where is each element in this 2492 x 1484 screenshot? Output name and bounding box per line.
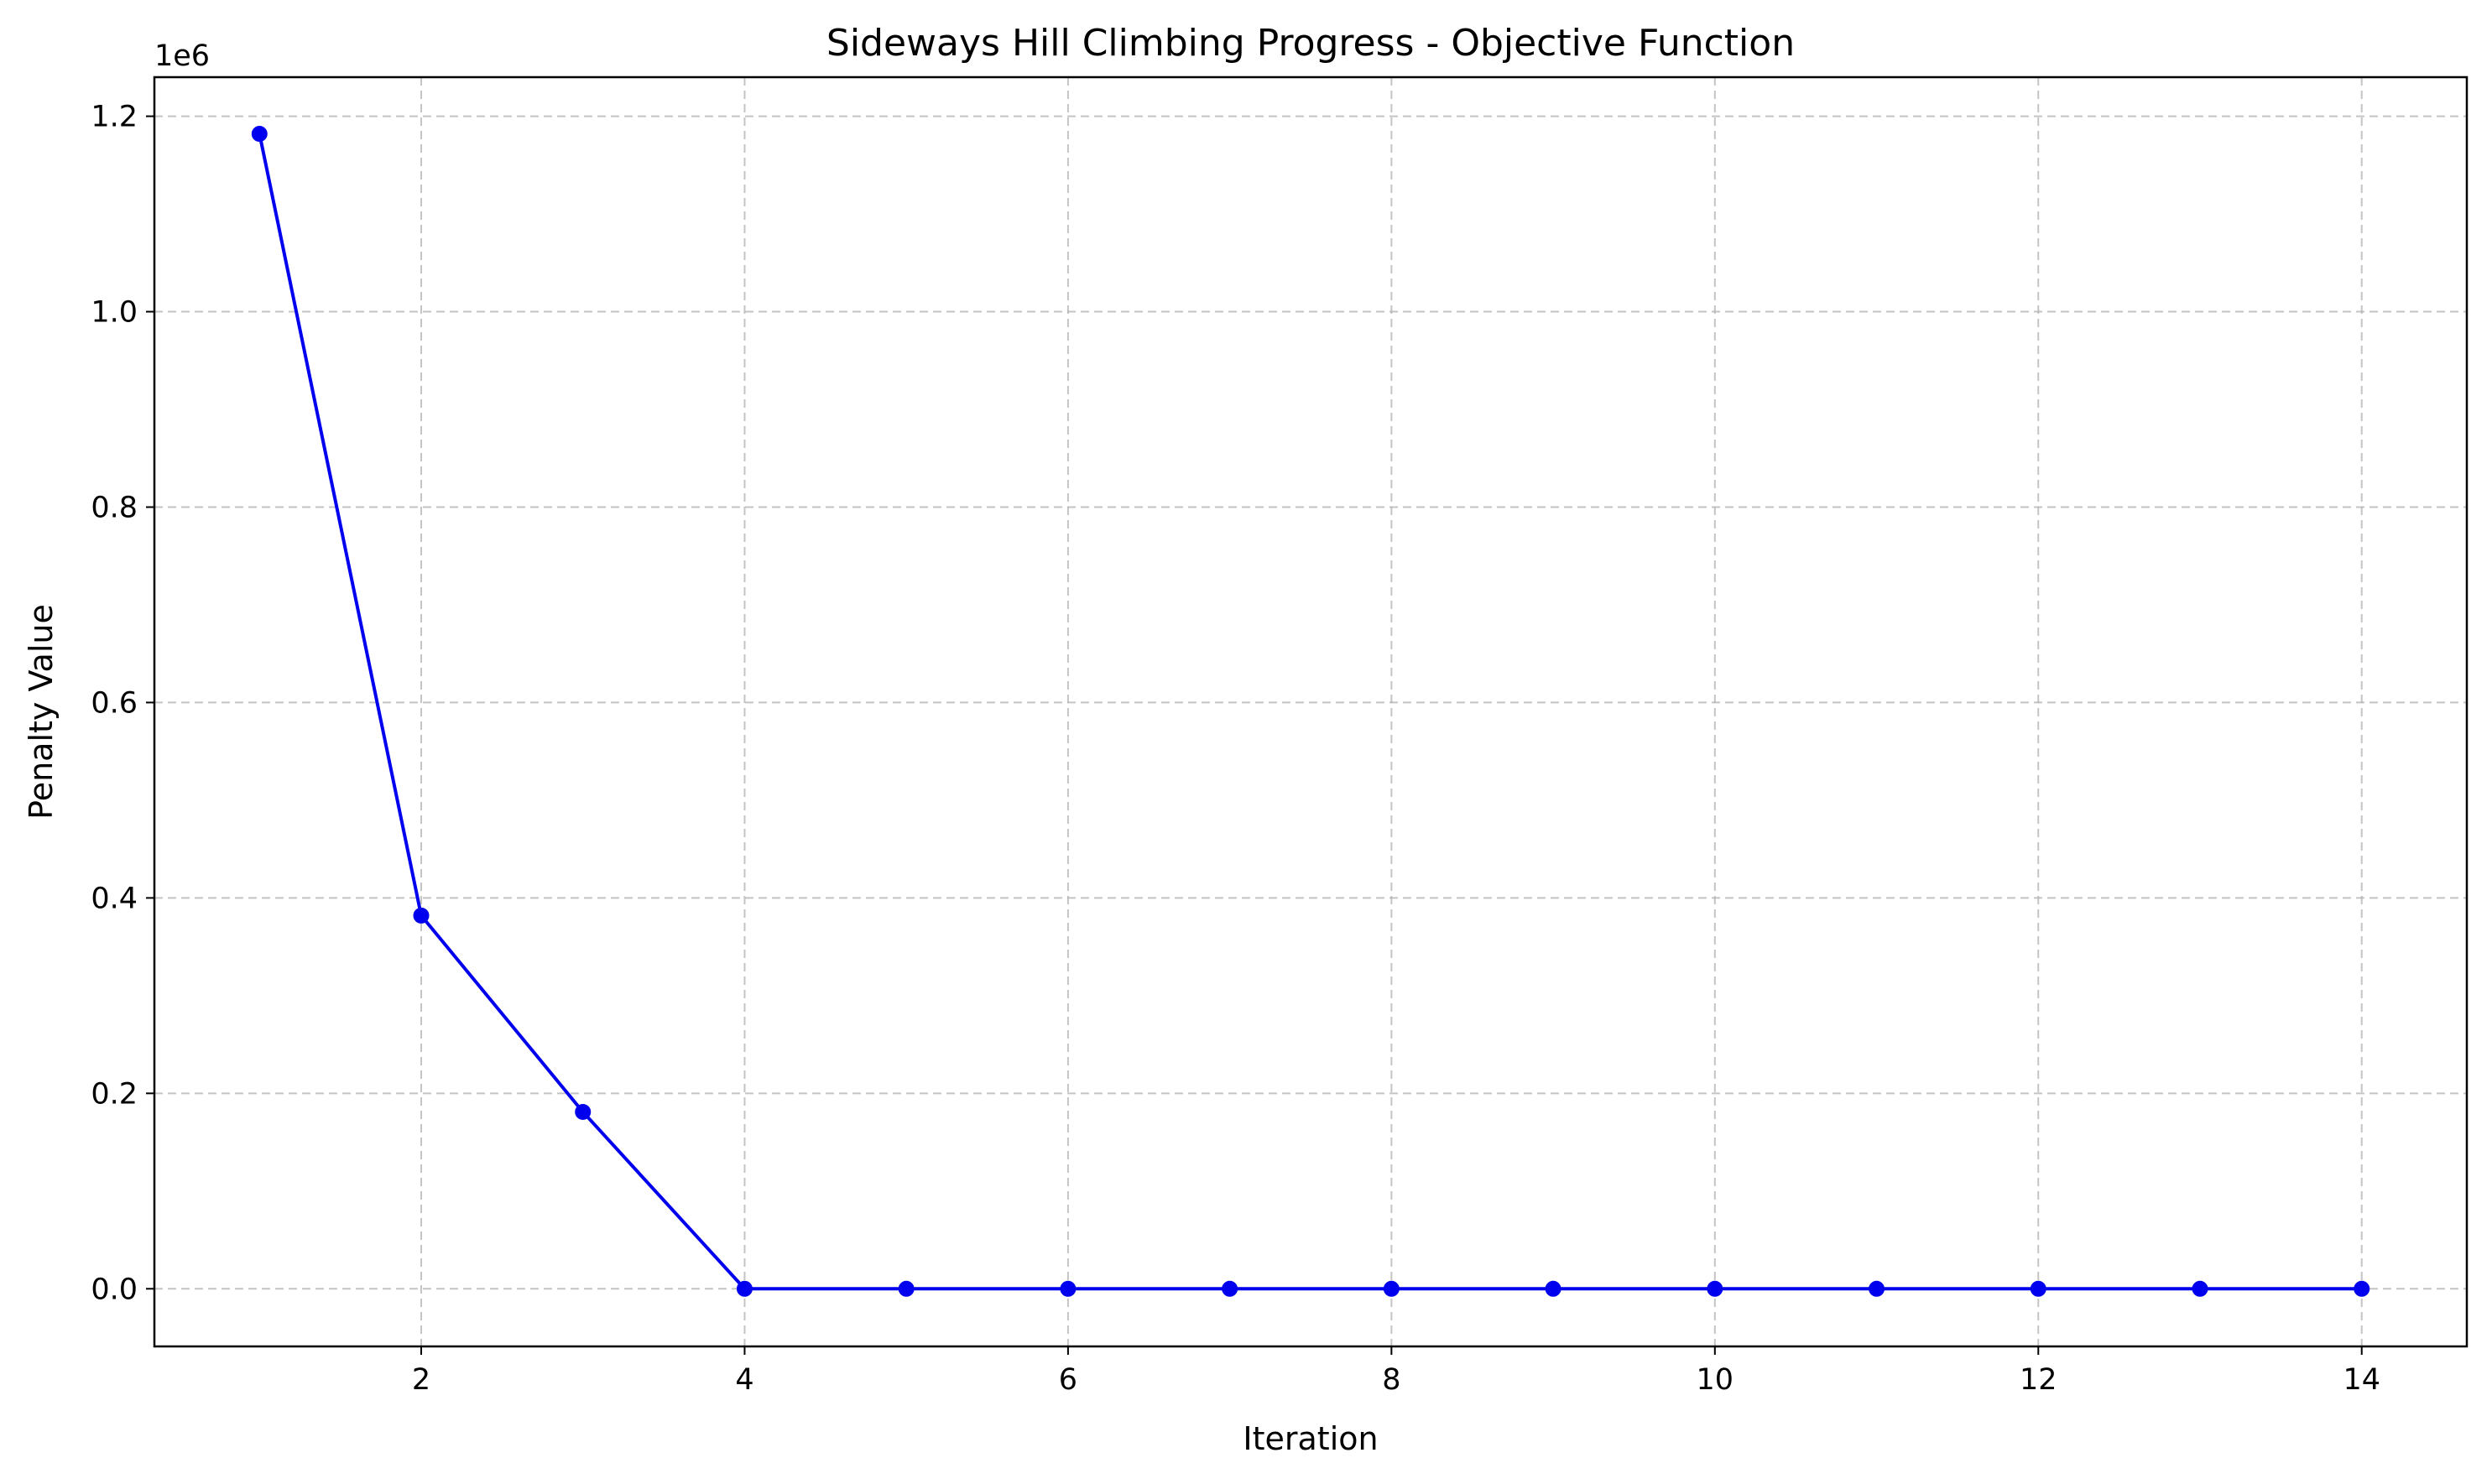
data-point xyxy=(1222,1280,1238,1297)
data-point xyxy=(736,1280,753,1297)
data-point xyxy=(2192,1280,2208,1297)
data-point xyxy=(898,1280,915,1297)
y-tick-label: 0.0 xyxy=(91,1273,138,1306)
y-tick-label: 0.8 xyxy=(91,491,138,524)
data-point xyxy=(1060,1280,1077,1297)
y-tick-label: 0.6 xyxy=(91,686,138,720)
series-layer xyxy=(251,126,2370,1297)
chart-title: Sideways Hill Climbing Progress - Object… xyxy=(826,22,1795,65)
x-tick-label: 4 xyxy=(735,1363,753,1397)
x-tick-label: 8 xyxy=(1382,1363,1400,1397)
x-tick-label: 14 xyxy=(2343,1363,2380,1397)
x-axis-label: Iteration xyxy=(1243,1420,1378,1457)
series-line xyxy=(258,132,2364,1291)
y-axis-offset-label: 1e6 xyxy=(154,39,210,73)
data-point xyxy=(413,907,430,924)
x-tick-label: 2 xyxy=(412,1363,430,1397)
data-point xyxy=(2354,1280,2370,1297)
axis-ticks: 2 4 6 8 10 12 14 0.0 0.2 0.4 0.6 0.8 1.0 1.2 xyxy=(91,101,2380,1397)
data-point xyxy=(1707,1280,1723,1297)
data-point xyxy=(1545,1280,1561,1297)
plot-frame xyxy=(153,76,2469,1348)
y-tick-label: 0.2 xyxy=(91,1077,138,1111)
data-point xyxy=(1383,1280,1400,1297)
data-point xyxy=(1869,1280,1885,1297)
y-tick-label: 0.4 xyxy=(91,882,138,915)
data-point xyxy=(575,1103,592,1120)
y-tick-label: 1.2 xyxy=(91,101,138,134)
data-point xyxy=(2030,1280,2046,1297)
y-tick-label: 1.0 xyxy=(91,296,138,330)
x-tick-label: 6 xyxy=(1059,1363,1077,1397)
x-tick-label: 10 xyxy=(1697,1363,1734,1397)
x-tick-label: 12 xyxy=(2020,1363,2057,1397)
y-axis-label: Penalty Value xyxy=(23,604,60,820)
data-point xyxy=(251,126,268,143)
